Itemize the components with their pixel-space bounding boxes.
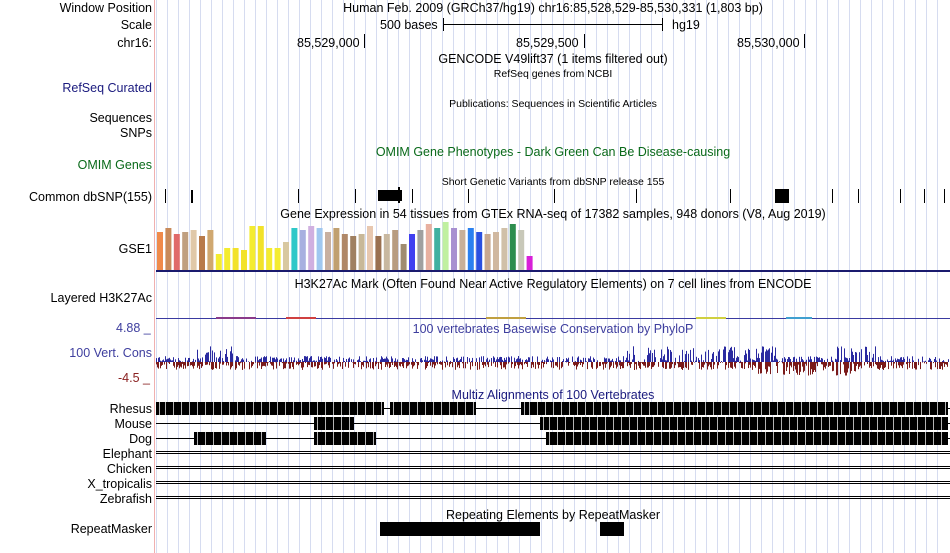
scale-assembly: hg19 — [672, 18, 700, 32]
gencode-track-title[interactable]: GENCODE V49lift37 (1 items filtered out) — [438, 52, 668, 66]
gtex-tissue-bar — [173, 234, 180, 270]
gtex-tissue-bar — [157, 232, 163, 270]
ruler-tick — [804, 34, 805, 48]
dbsnp-track-title[interactable]: Short Genetic Variants from dbSNP releas… — [441, 176, 665, 188]
ruler-tick — [364, 34, 365, 48]
repeatmasker-track-title[interactable]: Repeating Elements by RepeatMasker — [445, 508, 660, 522]
gtex-tissue-bar — [182, 232, 189, 270]
gtex-tissue-bar — [425, 224, 432, 270]
gtex-tissue-bar — [350, 236, 357, 270]
scale-bar — [443, 18, 663, 32]
gtex-tissue-bar — [383, 234, 390, 270]
track-grid-lines — [156, 0, 938, 553]
gtex-tissue-bar — [333, 228, 340, 270]
gtex-tissue-bar — [367, 226, 373, 270]
gtex-tissue-bar — [308, 226, 315, 270]
gtex-tissue-bar — [509, 224, 516, 270]
window-position-label: Window Position — [59, 1, 152, 15]
gtex-tissue-bar — [358, 234, 365, 270]
gtex-tissue-bar — [501, 228, 508, 270]
phylop-min-value: -4.5 _ — [118, 371, 150, 385]
gtex-tissue-bar — [291, 228, 298, 270]
gtex-tissue-bar — [207, 230, 214, 270]
omim-track-title[interactable]: OMIM Gene Phenotypes - Dark Green Can Be… — [375, 145, 731, 159]
gtex-tissue-bar — [199, 236, 205, 270]
gtex-tissue-bar — [392, 230, 399, 270]
species-label-mouse[interactable]: Mouse — [114, 417, 152, 431]
label-divider — [154, 0, 155, 553]
repeatmasker-track-label[interactable]: RepeatMasker — [70, 522, 152, 536]
ruler-tick — [584, 34, 585, 48]
ruler-tick-label: 85,529,500 — [516, 36, 579, 50]
ruler-tick-label: 85,529,000 — [297, 36, 360, 50]
h3k27ac-signal[interactable] — [156, 316, 950, 320]
gtex-tissue-bar — [476, 232, 483, 270]
gtex-track-label[interactable]: GSE1 — [118, 242, 152, 256]
refseq-track-title[interactable]: RefSeq genes from NCBI — [493, 68, 613, 80]
gtex-tissue-bar — [526, 256, 533, 270]
gtex-tissue-bar — [266, 248, 273, 270]
scale-bar-text: 500 bases — [380, 18, 438, 32]
gtex-bar-chart[interactable] — [156, 222, 950, 274]
species-label-dog[interactable]: Dog — [129, 432, 152, 446]
gtex-tissue-bar — [442, 222, 449, 270]
gtex-track-title[interactable]: Gene Expression in 54 tissues from GTEx … — [280, 207, 826, 221]
gtex-tissue-bar — [417, 230, 424, 270]
multiz-track-title[interactable]: Multiz Alignments of 100 Vertebrates — [451, 388, 655, 402]
gtex-tissue-bar — [493, 232, 499, 270]
gtex-tissue-bar — [341, 234, 348, 270]
gtex-tissue-bar — [274, 248, 281, 270]
gtex-tissue-bar — [232, 248, 239, 270]
chrom-label: chr16: — [117, 36, 152, 50]
species-label-zebrafish[interactable]: Zebrafish — [99, 492, 152, 506]
gtex-tissue-bar — [484, 234, 491, 270]
phylop-max-value: 4.88 _ — [116, 321, 151, 335]
omim-track-label[interactable]: OMIM Genes — [77, 158, 152, 172]
snps-track-label[interactable]: SNPs — [120, 126, 152, 140]
alignment-block — [540, 417, 948, 430]
species-label-elephant[interactable]: Elephant — [102, 447, 152, 461]
species-label-rhesus[interactable]: Rhesus — [109, 402, 152, 416]
ruler-tick-label: 85,530,000 — [737, 36, 800, 50]
phylop-track-label[interactable]: 100 Vert. Cons — [69, 346, 152, 360]
gtex-tissue-bar — [165, 228, 172, 270]
publications-track-title[interactable]: Publications: Sequences in Scientific Ar… — [449, 98, 657, 110]
gtex-tissue-bar — [283, 242, 289, 270]
alignment-block — [314, 432, 376, 445]
refseq-track-label[interactable]: RefSeq Curated — [62, 81, 152, 95]
dbsnp-track-label[interactable]: Common dbSNP(155) — [29, 190, 152, 204]
gtex-tissue-bar — [316, 228, 323, 270]
gtex-tissue-bar — [241, 250, 247, 270]
gtex-tissue-bar — [400, 244, 407, 270]
gtex-tissue-bar — [249, 226, 256, 270]
sequences-track-label[interactable]: Sequences — [89, 111, 152, 125]
gtex-tissue-bar — [224, 248, 231, 270]
phylop-conservation-plot[interactable] — [156, 336, 950, 386]
h3k27ac-track-title[interactable]: H3K27Ac Mark (Often Found Near Active Re… — [294, 277, 812, 291]
gtex-tissue-bar — [518, 230, 525, 270]
gtex-tissue-bar — [451, 228, 457, 270]
phylop-track-title[interactable]: 100 vertebrates Basewise Conservation by… — [412, 322, 694, 336]
gtex-tissue-bar — [299, 230, 306, 270]
gtex-tissue-bar — [325, 232, 331, 270]
gtex-tissue-bar — [459, 230, 466, 270]
gtex-tissue-bar — [257, 226, 264, 270]
gtex-tissue-bar — [375, 236, 382, 270]
repeatmasker-elements[interactable] — [156, 521, 950, 537]
gtex-tissue-bar — [467, 228, 474, 270]
gtex-tissue-bar — [409, 234, 415, 270]
gtex-tissue-bar — [434, 228, 441, 270]
species-label-x-tropicalis[interactable]: X_tropicalis — [87, 477, 152, 491]
dbsnp-track[interactable] — [156, 187, 950, 205]
alignment-block — [546, 432, 948, 445]
gtex-tissue-bar — [215, 254, 222, 270]
window-position-value: Human Feb. 2009 (GRCh37/hg19) chr16:85,5… — [343, 1, 763, 15]
gtex-tissue-bar — [190, 230, 197, 270]
multiz-alignment-blocks[interactable] — [156, 400, 950, 506]
h3k27ac-track-label[interactable]: Layered H3K27Ac — [50, 291, 152, 305]
scale-label: Scale — [120, 18, 152, 32]
species-label-chicken[interactable]: Chicken — [106, 462, 152, 476]
